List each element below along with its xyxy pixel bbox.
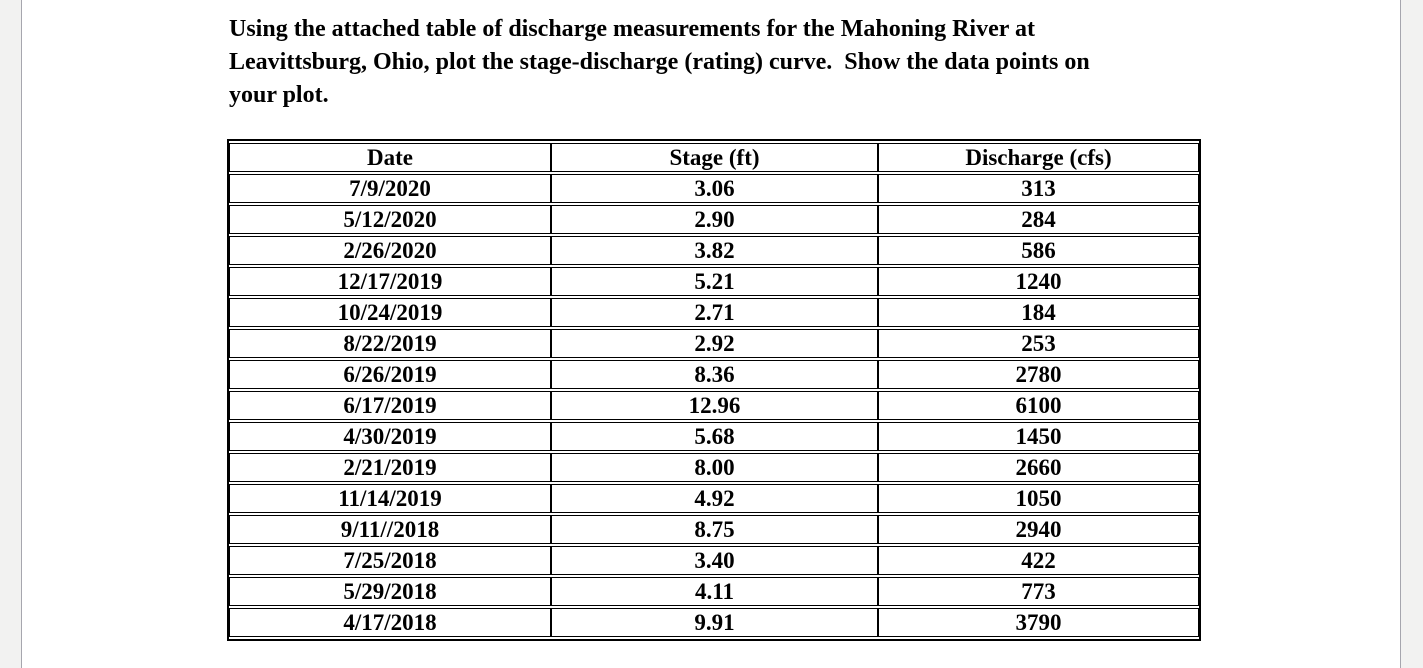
table-cell: 3.40 (551, 546, 878, 575)
table-cell: 253 (878, 329, 1199, 358)
column-header-stage: Stage (ft) (551, 143, 878, 172)
table-cell: 2940 (878, 515, 1199, 544)
prompt-line: Leavittsburg, Ohio, plot the stage-disch… (229, 49, 1090, 75)
table-row: 5/29/2018 4.11 773 (229, 577, 1199, 606)
table-cell: 12/17/2019 (229, 267, 551, 296)
table-row: 10/24/2019 2.71 184 (229, 298, 1199, 327)
table-cell: 1450 (878, 422, 1199, 451)
table-row: 7/9/2020 3.06 313 (229, 174, 1199, 203)
table-cell: 284 (878, 205, 1199, 234)
table-cell: 2780 (878, 360, 1199, 389)
table-cell: 5.68 (551, 422, 878, 451)
table-row: 2/26/2020 3.82 586 (229, 236, 1199, 265)
table-cell: 12.96 (551, 391, 878, 420)
table-cell: 7/9/2020 (229, 174, 551, 203)
table-row: 4/17/2018 9.91 3790 (229, 608, 1199, 637)
table-row: 7/25/2018 3.40 422 (229, 546, 1199, 575)
table-cell: 3.82 (551, 236, 878, 265)
measurements-body: 7/9/2020 3.06 313 5/12/2020 2.90 284 2/26/2020… (229, 174, 1199, 637)
table-row: 11/14/2019 4.92 1050 (229, 484, 1199, 513)
table-cell: 2/21/2019 (229, 453, 551, 482)
table-cell: 5/29/2018 (229, 577, 551, 606)
table-row: 12/17/2019 5.21 1240 (229, 267, 1199, 296)
table-cell: 422 (878, 546, 1199, 575)
table-cell: 184 (878, 298, 1199, 327)
table-cell: 1240 (878, 267, 1199, 296)
table-cell: 586 (878, 236, 1199, 265)
table-cell: 2/26/2020 (229, 236, 551, 265)
table-cell: 773 (878, 577, 1199, 606)
table-cell: 4.11 (551, 577, 878, 606)
measurements-header: Date Stage (ft) Discharge (cfs) (229, 143, 1199, 172)
assignment-prompt: Using the attached table of discharge me… (229, 13, 1239, 112)
table-cell: 4/30/2019 (229, 422, 551, 451)
table-cell: 2660 (878, 453, 1199, 482)
table-cell: 6/26/2019 (229, 360, 551, 389)
measurements-table: Date Stage (ft) Discharge (cfs) 7/9/2020… (227, 139, 1201, 641)
table-cell: 4/17/2018 (229, 608, 551, 637)
table-cell: 1050 (878, 484, 1199, 513)
table-cell: 6/17/2019 (229, 391, 551, 420)
table-cell: 7/25/2018 (229, 546, 551, 575)
table-cell: 3790 (878, 608, 1199, 637)
table-cell: 313 (878, 174, 1199, 203)
table-cell: 2.71 (551, 298, 878, 327)
table-cell: 2.90 (551, 205, 878, 234)
table-cell: 2.92 (551, 329, 878, 358)
prompt-line: Using the attached table of discharge me… (229, 16, 1035, 42)
table-cell: 10/24/2019 (229, 298, 551, 327)
table-cell: 4.92 (551, 484, 878, 513)
column-header-discharge: Discharge (cfs) (878, 143, 1199, 172)
table-row: 8/22/2019 2.92 253 (229, 329, 1199, 358)
table-cell: 9.91 (551, 608, 878, 637)
table-row: 6/26/2019 8.36 2780 (229, 360, 1199, 389)
table-row: 4/30/2019 5.68 1450 (229, 422, 1199, 451)
table-cell: 8.36 (551, 360, 878, 389)
table-cell: 8/22/2019 (229, 329, 551, 358)
header-row: Date Stage (ft) Discharge (cfs) (229, 143, 1199, 172)
prompt-line: your plot. (229, 82, 329, 108)
table-cell: 6100 (878, 391, 1199, 420)
table-cell: 9/11//2018 (229, 515, 551, 544)
table-row: 2/21/2019 8.00 2660 (229, 453, 1199, 482)
table-row: 6/17/2019 12.96 6100 (229, 391, 1199, 420)
table-cell: 5/12/2020 (229, 205, 551, 234)
table-cell: 8.75 (551, 515, 878, 544)
column-header-date: Date (229, 143, 551, 172)
table-cell: 8.00 (551, 453, 878, 482)
table-cell: 5.21 (551, 267, 878, 296)
table-cell: 11/14/2019 (229, 484, 551, 513)
table-row: 5/12/2020 2.90 284 (229, 205, 1199, 234)
table-row: 9/11//2018 8.75 2940 (229, 515, 1199, 544)
document-page: Using the attached table of discharge me… (21, 0, 1401, 668)
table-cell: 3.06 (551, 174, 878, 203)
